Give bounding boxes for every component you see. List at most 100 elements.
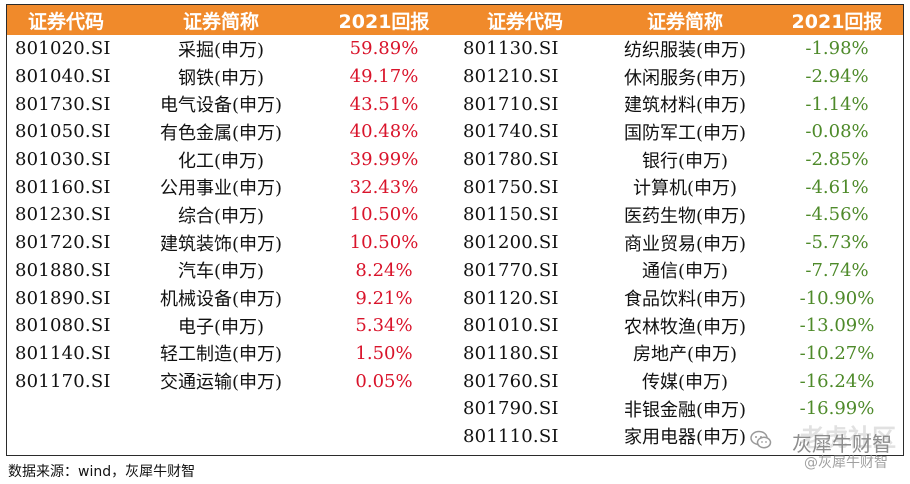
- right-return-value: -2.85%: [805, 149, 869, 171]
- right-security-code: 801120.SI: [463, 287, 559, 309]
- right-security-code: 801010.SI: [463, 315, 559, 337]
- right-security-name: 农林牧渔(申万): [623, 316, 747, 338]
- right-security-name: 纺织服装(申万): [623, 39, 747, 61]
- table-row: 801140.SI 轻工制造(申万) 1.50% 801180.SI 房地产(申万) -1…: [7, 340, 903, 368]
- left-empty-cell: [125, 395, 317, 423]
- header-code-left: 证券代码: [7, 5, 125, 35]
- header-code-right: 证券代码: [451, 5, 599, 35]
- header-name-right: 证券简称: [599, 5, 771, 35]
- table-row: 801160.SI 公用事业(申万) 32.43% 801750.SI 计算机(申万) -…: [7, 173, 903, 201]
- right-return-value: -10.90%: [799, 287, 875, 309]
- right-security-code: 801110.SI: [463, 425, 559, 447]
- right-security-code: 801180.SI: [463, 342, 559, 364]
- left-security-name: 交通运输(申万): [159, 372, 283, 394]
- watermark-community-text: 老虎社区: [800, 424, 896, 452]
- right-return-value: -1.14%: [805, 93, 869, 115]
- left-security-code: 801170.SI: [15, 370, 111, 392]
- right-return-value: -1.98%: [805, 38, 869, 60]
- right-return-value: -16.24%: [799, 370, 875, 392]
- right-security-code: 801200.SI: [463, 232, 559, 254]
- table-row: 801880.SI 汽车(申万) 8.24% 801770.SI 通信(申万) -7.74…: [7, 257, 903, 285]
- left-security-code: 801050.SI: [15, 121, 111, 143]
- table-row: 801730.SI 电气设备(申万) 43.51% 801710.SI 建筑材料(申万)…: [7, 90, 903, 118]
- left-security-name: 电气设备(申万): [159, 95, 283, 117]
- right-security-code: 801210.SI: [463, 66, 559, 88]
- right-security-name: 计算机(申万): [632, 178, 738, 200]
- left-empty-cell: [7, 395, 125, 423]
- right-return-value: -4.61%: [805, 176, 869, 198]
- left-return-value: 39.99%: [349, 149, 419, 171]
- left-return-value: 1.50%: [355, 342, 413, 364]
- left-return-value: 10.50%: [349, 204, 419, 226]
- right-return-value: -13.09%: [799, 315, 875, 337]
- left-security-name: 综合(申万): [177, 205, 265, 227]
- right-return-value: -7.74%: [805, 259, 869, 281]
- table-row: 801050.SI 有色金属(申万) 40.48% 801740.SI 国防军工(申万)…: [7, 118, 903, 146]
- left-return-value: 43.51%: [349, 93, 419, 115]
- left-security-name: 建筑装饰(申万): [159, 233, 283, 255]
- left-return-value: 10.50%: [349, 232, 419, 254]
- watermark-account-name: 灰犀牛财智: [792, 432, 892, 456]
- data-source-note: 数据来源：wind，灰犀牛财智: [8, 464, 196, 480]
- watermark-handle: @灰犀牛财智: [804, 455, 888, 471]
- left-security-code: 801140.SI: [15, 342, 111, 364]
- header-name-left: 证券简称: [125, 5, 317, 35]
- table-row: 801080.SI 电子(申万) 5.34% 801010.SI 农林牧渔(申万) -13…: [7, 312, 903, 340]
- left-empty-cell: [317, 423, 451, 451]
- left-security-name: 电子(申万): [177, 316, 265, 338]
- right-return-value: -10.27%: [799, 342, 875, 364]
- table-row: 801720.SI 建筑装饰(申万) 10.50% 801200.SI 商业贸易(申万)…: [7, 229, 903, 257]
- table-body: 801020.SI 采掘(申万) 59.89% 801130.SI 纺织服装(申万) -1…: [7, 35, 903, 450]
- left-security-code: 801080.SI: [15, 315, 111, 337]
- left-security-code: 801020.SI: [15, 38, 111, 60]
- left-security-code: 801230.SI: [15, 204, 111, 226]
- right-security-name: 食品饮料(申万): [623, 289, 747, 311]
- table-row: 801030.SI 化工(申万) 39.99% 801780.SI 银行(申万) -2.8…: [7, 146, 903, 174]
- right-security-name: 国防军工(申万): [623, 122, 747, 144]
- left-empty-cell: [317, 395, 451, 423]
- left-security-name: 轻工制造(申万): [159, 344, 283, 366]
- left-security-code: 801040.SI: [15, 66, 111, 88]
- table-row: 801020.SI 采掘(申万) 59.89% 801130.SI 纺织服装(申万) -1…: [7, 35, 903, 63]
- left-security-code: 801880.SI: [15, 259, 111, 281]
- left-return-value: 8.24%: [355, 259, 413, 281]
- table-row: 801170.SI 交通运输(申万) 0.05% 801760.SI 传媒(申万) -16…: [7, 367, 903, 395]
- table-row: 801790.SI 非银金融(申万) -16.99%: [7, 395, 903, 423]
- left-security-name: 有色金属(申万): [159, 122, 283, 144]
- right-security-name: 家用电器(申万): [623, 427, 747, 449]
- right-security-name: 建筑材料(申万): [623, 95, 747, 117]
- left-return-value: 59.89%: [349, 38, 419, 60]
- left-security-code: 801030.SI: [15, 149, 111, 171]
- left-security-name: 化工(申万): [177, 150, 265, 172]
- right-return-value: -0.08%: [805, 121, 869, 143]
- left-empty-cell: [125, 423, 317, 451]
- header-return-right: 2021回报: [771, 5, 903, 35]
- returns-table-frame: 证券代码 证券简称 2021回报 证券代码 证券简称 2021回报 801020…: [6, 4, 904, 456]
- right-security-name: 房地产(申万): [632, 344, 738, 366]
- right-return-value: -16.99%: [799, 398, 875, 420]
- right-security-code: 801760.SI: [463, 370, 559, 392]
- right-security-name: 银行(申万): [641, 150, 729, 172]
- left-empty-cell: [7, 423, 125, 451]
- left-return-value: 40.48%: [349, 121, 419, 143]
- left-security-name: 钢铁(申万): [177, 67, 265, 89]
- right-security-name: 休闲服务(申万): [623, 67, 747, 89]
- right-security-code: 801150.SI: [463, 204, 559, 226]
- left-security-name: 机械设备(申万): [159, 289, 283, 311]
- left-security-code: 801160.SI: [15, 176, 111, 198]
- left-return-value: 5.34%: [355, 315, 413, 337]
- right-security-name: 传媒(申万): [641, 372, 729, 394]
- left-security-name: 公用事业(申万): [159, 178, 283, 200]
- left-return-value: 32.43%: [349, 176, 419, 198]
- right-return-value: -5.73%: [805, 232, 869, 254]
- header-row: 证券代码 证券简称 2021回报 证券代码 证券简称 2021回报: [7, 5, 903, 35]
- table-row: 801040.SI 钢铁(申万) 49.17% 801210.SI 休闲服务(申万) -2…: [7, 63, 903, 91]
- watermark: 老虎社区 灰犀牛财智 @灰犀牛财智: [748, 418, 898, 474]
- left-security-code: 801720.SI: [15, 232, 111, 254]
- table-row: 801110.SI 家用电器(申万): [7, 423, 903, 451]
- left-return-value: 49.17%: [349, 66, 419, 88]
- header-return-left: 2021回报: [317, 5, 451, 35]
- left-security-name: 汽车(申万): [177, 261, 265, 283]
- returns-table: 证券代码 证券简称 2021回报 证券代码 证券简称 2021回报 801020…: [7, 5, 903, 450]
- right-security-code: 801770.SI: [463, 259, 559, 281]
